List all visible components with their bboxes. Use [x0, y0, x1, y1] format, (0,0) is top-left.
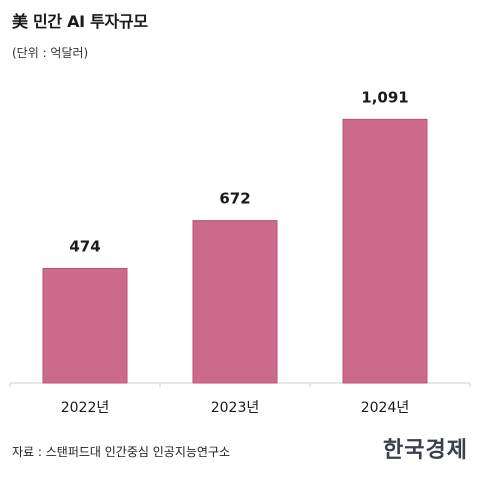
- data-label-1: 474: [69, 237, 100, 255]
- bar-1: [42, 267, 128, 384]
- chart-title: 美 민간 AI 투자규모: [12, 12, 148, 31]
- bar-3: [342, 118, 428, 384]
- data-label-3: 1,091: [361, 88, 408, 106]
- x-tick-label-3: 2024년: [361, 400, 410, 416]
- x-tick-label-2: 2023년: [211, 400, 260, 416]
- x-tick-label-1: 2022년: [61, 400, 110, 416]
- bar-2: [192, 220, 278, 384]
- data-label-2: 672: [219, 190, 250, 208]
- source-note: 자료 : 스탠퍼드대 인간중심 인공지능연구소: [12, 445, 231, 459]
- publisher-logo: 한국경제: [383, 437, 468, 463]
- unit-label: (단위 : 억달러): [12, 46, 89, 60]
